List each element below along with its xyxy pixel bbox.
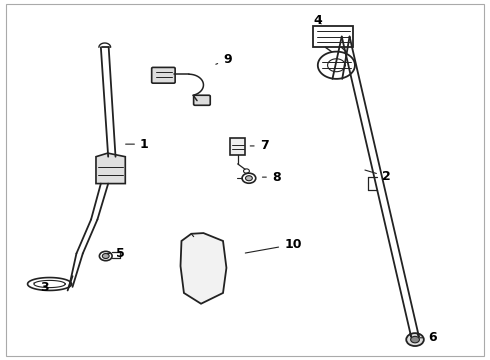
Polygon shape: [180, 233, 226, 304]
Text: 1: 1: [125, 138, 148, 150]
Text: 6: 6: [420, 331, 437, 344]
Bar: [314, 26, 353, 47]
Circle shape: [242, 173, 256, 183]
Circle shape: [411, 336, 419, 343]
Circle shape: [245, 176, 252, 181]
Text: 10: 10: [245, 238, 301, 253]
FancyBboxPatch shape: [152, 67, 175, 83]
FancyBboxPatch shape: [194, 95, 210, 105]
Text: 3: 3: [34, 281, 49, 294]
Text: 8: 8: [263, 171, 280, 184]
Circle shape: [99, 251, 112, 261]
Text: 7: 7: [250, 139, 269, 152]
Text: 4: 4: [314, 14, 322, 27]
Text: 9: 9: [216, 53, 232, 66]
Polygon shape: [96, 153, 125, 184]
Text: 2: 2: [365, 170, 391, 183]
Circle shape: [102, 253, 109, 258]
Circle shape: [406, 333, 424, 346]
Circle shape: [244, 169, 249, 173]
Text: 5: 5: [107, 247, 124, 260]
Bar: [230, 138, 245, 155]
